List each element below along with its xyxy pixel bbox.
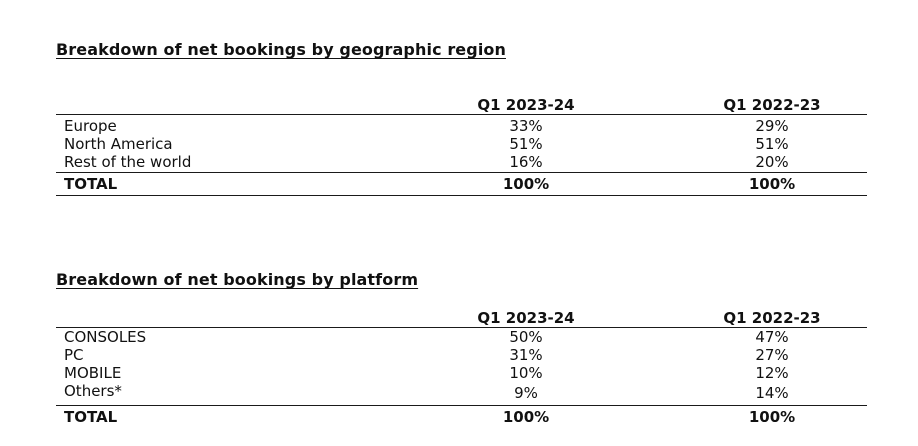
row-value-q1-2022-23: 14% xyxy=(755,384,789,402)
total-value-q1-2023-24: 100% xyxy=(502,408,550,426)
row-label: Others* xyxy=(64,382,122,400)
platform-table: Q1 2023-24 Q1 2022-23 CONSOLES 50% 47% P… xyxy=(56,309,867,426)
row-label: CONSOLES xyxy=(64,328,147,346)
platform-header-q1-2023-24: Q1 2023-24 xyxy=(477,309,575,327)
row-value-q1-2022-23: 51% xyxy=(755,135,789,153)
table-row: PC 31% 27% xyxy=(56,346,867,364)
region-header-rule xyxy=(56,114,867,115)
row-label: Europe xyxy=(64,117,117,135)
total-row: TOTAL 100% 100% xyxy=(56,175,867,193)
total-label: TOTAL xyxy=(64,408,118,426)
row-value-q1-2022-23: 47% xyxy=(755,328,789,346)
row-value-q1-2023-24: 10% xyxy=(509,364,543,382)
row-value-q1-2022-23: 12% xyxy=(755,364,789,382)
row-value-q1-2023-24: 51% xyxy=(509,135,543,153)
region-header-q1-2023-24: Q1 2023-24 xyxy=(477,96,575,114)
platform-table-header: Q1 2023-24 Q1 2022-23 xyxy=(56,309,867,327)
table-row: Europe 33% 29% xyxy=(56,117,867,135)
region-table: Q1 2023-24 Q1 2022-23 Europe 33% 29% Nor… xyxy=(56,96,867,196)
region-total-rule xyxy=(56,172,867,173)
total-label: TOTAL xyxy=(64,175,118,193)
platform-header-q1-2022-23: Q1 2022-23 xyxy=(723,309,821,327)
row-value-q1-2023-24: 50% xyxy=(509,328,543,346)
row-label: Rest of the world xyxy=(64,153,192,171)
table-row: Rest of the world 16% 20% xyxy=(56,153,867,171)
region-bottom-rule xyxy=(56,195,867,196)
row-value-q1-2023-24: 9% xyxy=(514,384,538,402)
row-value-q1-2023-24: 16% xyxy=(509,153,543,171)
row-label: North America xyxy=(64,135,173,153)
row-label: PC xyxy=(64,346,84,364)
table-row: MOBILE 10% 12% xyxy=(56,364,867,382)
region-header-q1-2022-23: Q1 2022-23 xyxy=(723,96,821,114)
platform-header-rule xyxy=(56,327,867,328)
table-row: CONSOLES 50% 47% xyxy=(56,328,867,346)
total-value-q1-2022-23: 100% xyxy=(748,408,796,426)
total-value-q1-2023-24: 100% xyxy=(502,175,550,193)
platform-section-title: Breakdown of net bookings by platform xyxy=(56,270,419,289)
region-section-title: Breakdown of net bookings by geographic … xyxy=(56,40,506,59)
platform-total-rule xyxy=(56,405,867,406)
region-table-header: Q1 2023-24 Q1 2022-23 xyxy=(56,96,867,114)
row-value-q1-2022-23: 29% xyxy=(755,117,789,135)
row-label: MOBILE xyxy=(64,364,122,382)
table-row: North America 51% 51% xyxy=(56,135,867,153)
row-value-q1-2023-24: 31% xyxy=(509,346,543,364)
row-value-q1-2022-23: 20% xyxy=(755,153,789,171)
row-value-q1-2022-23: 27% xyxy=(755,346,789,364)
row-value-q1-2023-24: 33% xyxy=(509,117,543,135)
table-row: Others* 9% 14% xyxy=(56,382,867,402)
total-value-q1-2022-23: 100% xyxy=(748,175,796,193)
total-row: TOTAL 100% 100% xyxy=(56,408,867,426)
